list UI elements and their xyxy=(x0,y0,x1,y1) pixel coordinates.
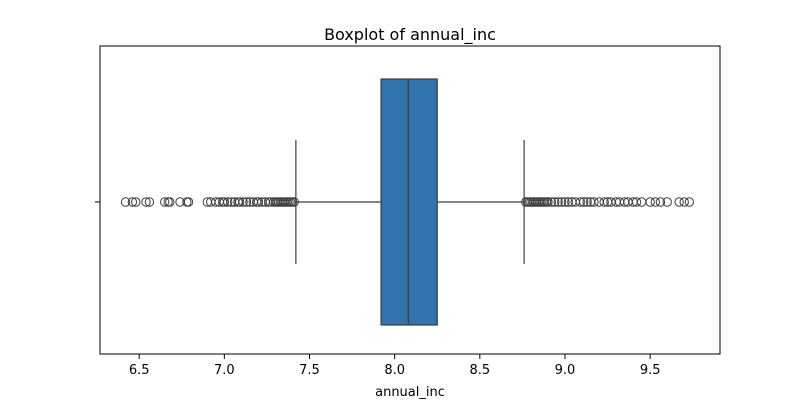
outlier-point xyxy=(241,197,252,207)
outlier-point xyxy=(631,197,642,207)
outlier-point xyxy=(127,197,138,207)
box-group xyxy=(295,78,525,326)
outlier-point xyxy=(223,197,233,207)
outlier-point xyxy=(120,197,131,207)
outlier-point xyxy=(636,197,647,207)
outlier-point xyxy=(679,197,689,207)
outlier-point xyxy=(160,197,170,207)
x-tick-label: 9.5 xyxy=(640,363,661,378)
x-tick-label: 8.5 xyxy=(469,363,490,378)
outlier-point xyxy=(553,197,563,207)
plot-frame xyxy=(99,45,721,355)
outlier-point xyxy=(183,197,194,207)
outlier-point xyxy=(165,197,175,207)
outlier-point xyxy=(289,197,299,207)
x-tick-label: 8.0 xyxy=(384,363,405,378)
outlier-point xyxy=(599,197,609,207)
outlier-point xyxy=(650,197,660,207)
outlier-point xyxy=(141,197,151,207)
outlier-point xyxy=(575,197,586,207)
chart-title: Boxplot of annual_inc xyxy=(324,25,496,45)
x-axis-label: annual_inc xyxy=(375,385,445,400)
outlier-point xyxy=(546,197,557,207)
outlier-point xyxy=(674,197,684,207)
outlier-point xyxy=(238,197,248,207)
outlier-point xyxy=(253,197,264,207)
outlier-point xyxy=(144,197,155,207)
outlier-point xyxy=(563,197,574,207)
x-tick-label: 6.5 xyxy=(129,363,150,378)
outlier-point xyxy=(219,197,230,207)
outlier-point xyxy=(582,197,592,207)
outlier-point xyxy=(550,197,560,207)
outlier-point xyxy=(589,197,599,207)
outlier-point xyxy=(645,197,655,207)
outliers xyxy=(120,197,695,207)
iqr-box xyxy=(380,78,438,326)
x-tick-label: 7.0 xyxy=(214,363,235,378)
outlier-point xyxy=(655,197,666,207)
x-axis: 6.5 7.0 7.5 8.0 8.5 9.0 9.5 xyxy=(129,354,661,378)
outlier-point xyxy=(131,197,141,207)
x-tick-label: 7.5 xyxy=(299,363,320,378)
x-tick-label: 9.0 xyxy=(555,363,576,378)
outlier-point xyxy=(579,197,589,207)
outlier-point xyxy=(234,197,245,207)
outlier-point xyxy=(662,197,672,207)
outlier-point xyxy=(556,197,567,207)
outlier-point xyxy=(684,197,695,207)
outlier-point xyxy=(543,197,553,207)
outlier-point xyxy=(560,197,570,207)
outlier-point xyxy=(594,197,604,207)
